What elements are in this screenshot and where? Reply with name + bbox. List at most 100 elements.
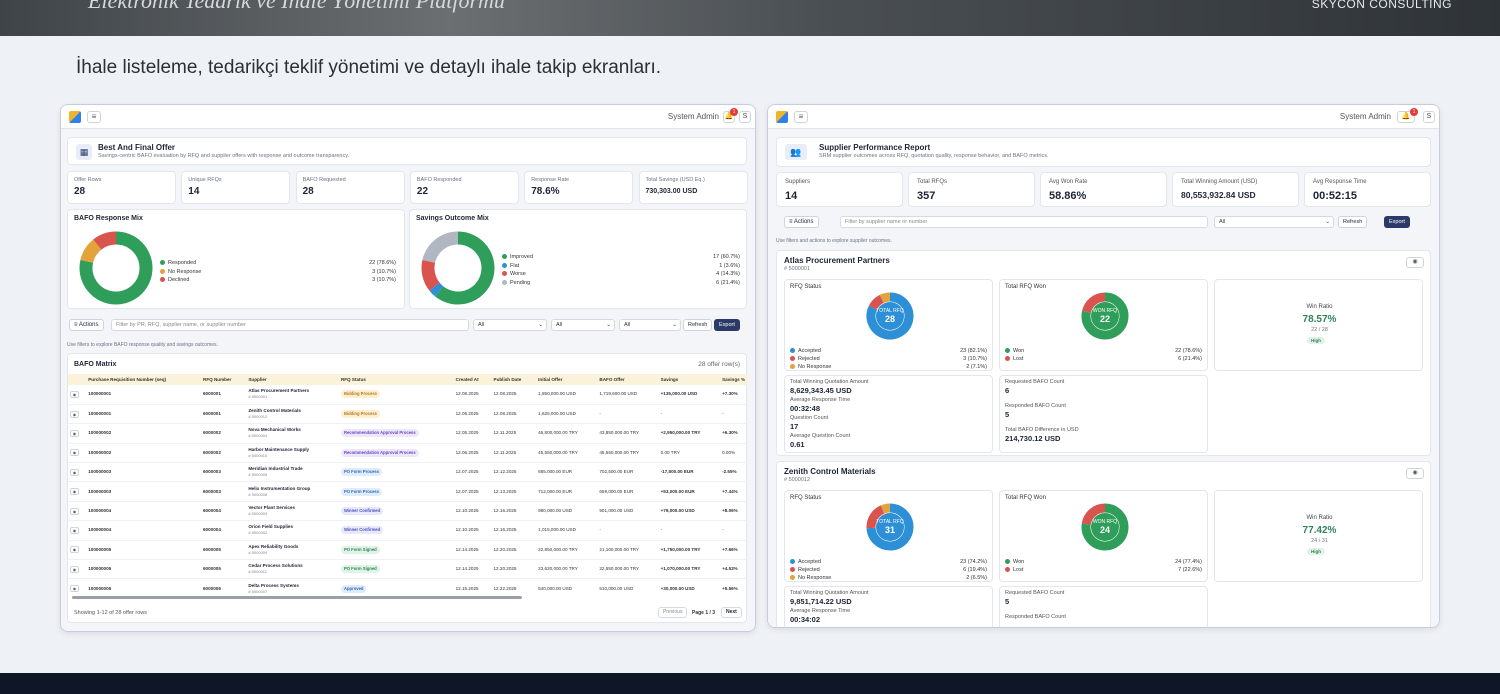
supplier-card: Atlas Procurement Partners # 5000001 ◉ RFQ … <box>776 250 1431 456</box>
actions-button[interactable]: ≡ Actions <box>784 216 819 228</box>
view-eye-icon[interactable]: ◉ <box>70 429 79 437</box>
filter-select-2[interactable]: All ⌄ <box>551 319 615 331</box>
view-eye-icon[interactable]: ◉ <box>70 488 79 496</box>
supplier-name[interactable]: Harbor Maintenance Supply <box>248 446 310 452</box>
supplier-name[interactable]: Zenith Control Materials <box>248 408 301 414</box>
legend-item: Improved <box>502 254 533 260</box>
app-logo-icon[interactable] <box>776 111 788 123</box>
supplier-name[interactable]: Nova Mechanical Works <box>248 427 301 433</box>
supplier-name[interactable]: Cedar Process Solutions <box>248 563 303 569</box>
table-row[interactable]: ◉ 100000002 6000002 Harbor Maintenance Supp… <box>68 443 748 464</box>
view-eye-icon[interactable]: ◉ <box>70 526 79 534</box>
legend-item: Lost <box>1005 567 1023 573</box>
next-button[interactable]: Next <box>721 607 742 618</box>
avatar[interactable]: S <box>739 111 751 123</box>
previous-button[interactable]: Previous <box>658 607 688 618</box>
kpi-value: 22 <box>416 186 429 197</box>
legend-swatch <box>790 356 795 362</box>
supplier-name[interactable]: Meridian Industrial Trade <box>248 466 303 472</box>
filter-select[interactable]: All ⌄ <box>1214 216 1334 228</box>
table-row[interactable]: ◉ 100000002 6000002 Nova Mechanical Works # … <box>68 423 748 444</box>
refresh-button[interactable]: Refresh <box>683 319 713 331</box>
kpi-value: 14 <box>188 186 200 197</box>
actions-button[interactable]: ≡ Actions <box>69 319 104 331</box>
publish-date: 12.20.2025 <box>491 559 537 580</box>
notification-badge: 1 <box>1410 108 1418 116</box>
horizontal-scrollbar[interactable] <box>72 596 522 599</box>
view-eye-icon[interactable]: ◉ <box>70 546 79 554</box>
kpi-card: Total Savings (USD Eq.) 730,303.00 USD <box>638 171 748 204</box>
status-badge: Bidding Process <box>340 390 380 399</box>
status-badge: Winner Confirmed <box>340 526 384 535</box>
filter-select-3[interactable]: All ⌄ <box>619 319 681 331</box>
bafo-offer: 1,719,600.00 USD <box>597 385 659 405</box>
pr-number: 100000002 <box>86 423 201 444</box>
bell-icon[interactable]: 🔔 1 <box>723 108 738 123</box>
panel-title: RFQ Status <box>790 284 822 290</box>
export-button[interactable]: Export <box>714 319 740 331</box>
app-logo-icon[interactable] <box>69 111 81 123</box>
menu-icon[interactable]: ≡ <box>87 111 101 123</box>
supplier-name[interactable]: Apex Reliability Goods <box>248 543 299 549</box>
menu-icon[interactable]: ≡ <box>794 111 808 123</box>
table-row[interactable]: ◉ 100000003 6000003 Helix Instrumentation G… <box>68 481 748 502</box>
view-eye-icon[interactable]: ◉ <box>70 565 79 573</box>
table-row[interactable]: ◉ 100000005 6000005 Cedar Process Solutions… <box>68 559 748 580</box>
column-header <box>68 374 87 385</box>
search-input[interactable]: Filter by PR, RFQ, supplier name, or sup… <box>111 319 469 331</box>
supplier-name[interactable]: Atlas Procurement Partners <box>248 388 310 394</box>
legend-value: 6 (19.4%) <box>963 567 987 573</box>
view-eye-icon[interactable]: ◉ <box>70 410 79 418</box>
supplier-name[interactable]: Helix Instrumentation Group <box>248 485 311 491</box>
view-eye-icon[interactable]: ◉ <box>70 468 79 476</box>
view-eye-icon[interactable]: ◉ <box>1406 468 1424 479</box>
legend-item: No Response <box>790 575 831 581</box>
avatar[interactable]: S <box>1423 111 1435 123</box>
table-row[interactable]: ◉ 100000001 6000001 Atlas Procurement Partn… <box>68 385 748 405</box>
view-eye-icon[interactable]: ◉ <box>70 449 79 457</box>
supplier-name[interactable]: Delta Process Systems <box>248 582 299 588</box>
legend-swatch <box>160 268 165 274</box>
rfq-won-donut <box>1081 503 1129 551</box>
legend-swatch <box>1005 559 1010 565</box>
view-eye-icon[interactable]: ◉ <box>70 507 79 515</box>
table-row[interactable]: ◉ 100000004 6000004 Orion Field Supplies # 5… <box>68 520 748 541</box>
kpi-value: 28 <box>302 186 314 197</box>
status-badge: PO Form Signed <box>340 565 380 574</box>
pr-number: 100000005 <box>86 559 201 580</box>
initial-offer: 980,000.00 USD <box>536 501 598 522</box>
supplier-name[interactable]: Orion Field Supplies <box>248 524 294 530</box>
bafo-response-mix-card: BAFO Response Mix Responded 22 (78.6%) No … <box>67 209 405 309</box>
supplier-number: # 5000001 <box>784 266 810 272</box>
search-input[interactable]: Filter by supplier name or number <box>840 216 1208 228</box>
kpi-value: 357 <box>917 190 936 202</box>
legend-label: Lost <box>1013 356 1024 362</box>
view-eye-icon[interactable]: ◉ <box>70 585 79 593</box>
savings-percent: +5.56% <box>720 578 748 596</box>
top-bar: ≡ System Admin 🔔 1 S <box>768 105 1439 129</box>
legend-label: Worse <box>510 271 526 277</box>
total-rfq-label: TOTAL RFQ <box>876 308 904 314</box>
table-row[interactable]: ◉ 100000004 6000004 Vector Plant Services # … <box>68 501 748 522</box>
view-eye-icon[interactable]: ◉ <box>70 390 79 398</box>
filter-select-1[interactable]: All ⌄ <box>473 319 547 331</box>
created-at: 12.15.2025 <box>453 578 492 596</box>
export-button[interactable]: Export <box>1384 216 1410 228</box>
donut-center-label: TOTAL RFQ 31 <box>870 519 910 535</box>
table-row[interactable]: ◉ 100000003 6000003 Meridian Industrial Tra… <box>68 462 748 483</box>
publish-date: 12.20.2025 <box>491 540 537 561</box>
win-ratio-fraction: 22 / 28 <box>1311 327 1328 333</box>
table-row[interactable]: ◉ 100000006 6000006 Delta Process Systems # … <box>68 578 748 596</box>
created-at: 12.10.2025 <box>453 520 492 541</box>
legend-value: 2 (6.5%) <box>966 575 987 581</box>
bell-icon[interactable]: 🔔 1 <box>1397 108 1418 123</box>
publish-date: 12.11.2025 <box>491 423 537 444</box>
view-eye-icon[interactable]: ◉ <box>1406 257 1424 268</box>
table-row[interactable]: ◉ 100000001 6000001 Zenith Control Material… <box>68 404 748 425</box>
supplier-name[interactable]: Vector Plant Services <box>248 505 296 511</box>
legend-item: Accepted <box>790 559 821 565</box>
table-row[interactable]: ◉ 100000005 6000005 Apex Reliability Goods #… <box>68 540 748 561</box>
supplier-number: # 5000001 <box>248 394 268 400</box>
refresh-button[interactable]: Refresh <box>1338 216 1368 228</box>
filter-hint: Use filters and actions to explore suppl… <box>776 238 892 244</box>
